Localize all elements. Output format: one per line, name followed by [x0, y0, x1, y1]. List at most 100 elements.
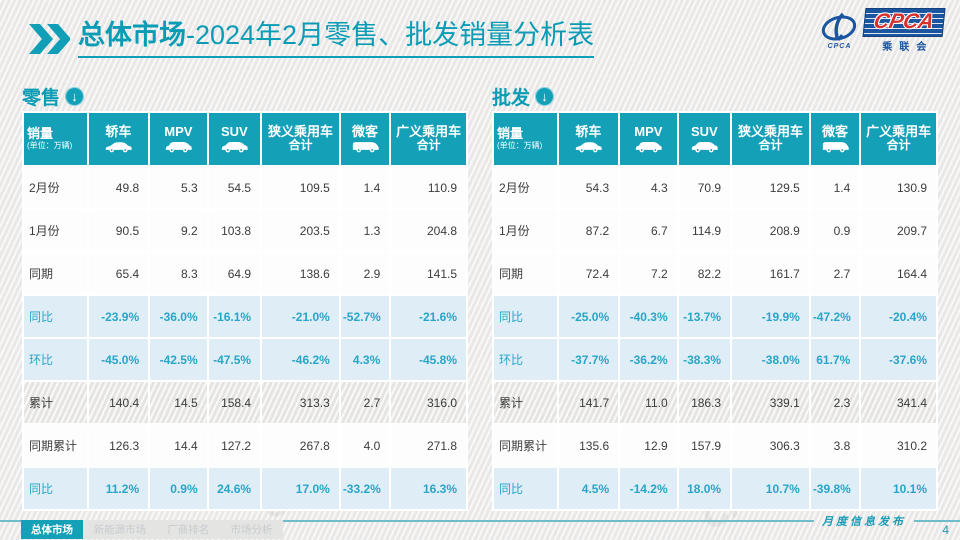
cell-value: 203.5 — [260, 208, 341, 253]
cell-value: 8.3 — [148, 251, 209, 296]
tab-nev-market[interactable]: 新能源市场 — [93, 524, 147, 536]
table-row: 累计 141.7 11.0 186.3 339.1 2.3 341.4 — [492, 380, 938, 425]
table-corner-header: 销量 (单位：万辆) — [22, 111, 89, 167]
cell-value: 2.7 — [338, 380, 392, 425]
double-chevron-icon — [29, 24, 70, 54]
cell-value: -42.5% — [148, 337, 209, 382]
sedan-icon — [560, 140, 618, 153]
download-arrow-icon: ↓ — [535, 86, 555, 106]
row-label: 同比 — [492, 294, 559, 339]
cell-value: 90.5 — [86, 208, 151, 253]
cell-value: 10.7% — [730, 466, 811, 511]
cell-value: 4.3% — [338, 337, 392, 382]
table-row: 2月份 49.8 5.3 54.5 109.5 1.4 110.9 — [22, 165, 468, 210]
cell-value: 1.3 — [338, 208, 392, 253]
row-label: 同期 — [22, 251, 89, 296]
table-row: 同比 11.2% 0.9% 24.6% 17.0% -33.2% 16.3% — [22, 466, 468, 511]
cell-value: 271.8 — [389, 423, 468, 468]
retail-section-label: 零售 — [22, 87, 61, 109]
table-row: 同期 72.4 7.2 82.2 161.7 2.7 164.4 — [492, 251, 938, 296]
cell-value: 204.8 — [389, 208, 468, 253]
cell-value: 87.2 — [556, 208, 621, 253]
wholesale-section: 批发 ↓ 销量 (单位：万辆) 轿车 MPV SUV 狭义乘用车 合计 微客 广义乘用车 合计 2月… — [492, 85, 938, 511]
cell-value: 310.2 — [859, 423, 938, 468]
column-header: MPV — [148, 111, 209, 167]
cell-value: 141.7 — [556, 380, 621, 425]
table-row: 环比 -45.0% -42.5% -47.5% -46.2% 4.3% -45.8% — [22, 337, 468, 382]
tab-oem-ranking[interactable]: 厂商排名 — [167, 524, 210, 536]
cpca-swirl: CPCA — [818, 12, 860, 50]
cell-value: -38.0% — [730, 337, 811, 382]
microvan-icon — [342, 140, 388, 153]
cell-value: 138.6 — [260, 251, 341, 296]
column-header: 微客 — [338, 111, 392, 167]
row-label: 2月份 — [492, 165, 559, 210]
tab-overall-market[interactable]: 总体市场 — [21, 520, 83, 539]
cell-value: 3.8 — [808, 423, 862, 468]
cell-value: 109.5 — [260, 165, 341, 210]
cell-value: 140.4 — [86, 380, 151, 425]
cell-value: 339.1 — [730, 380, 811, 425]
cell-value: 10.1% — [859, 466, 938, 511]
download-arrow-icon: ↓ — [65, 86, 85, 106]
wholesale-section-label: 批发 — [492, 87, 531, 109]
table-row: 同期累计 126.3 14.4 127.2 267.8 4.0 271.8 — [22, 423, 468, 468]
cell-value: -46.2% — [260, 337, 341, 382]
mpv-icon — [621, 140, 676, 153]
column-header: 微客 — [808, 111, 862, 167]
cpca-mark-text: CPCA — [827, 42, 852, 50]
cell-value: -40.3% — [618, 294, 679, 339]
cell-value: -25.0% — [556, 294, 621, 339]
cell-value: 54.3 — [556, 165, 621, 210]
retail-table: 销量 (单位：万辆) 轿车 MPV SUV 狭义乘用车 合计 微客 广义乘用车 合计 2月份 49.8… — [22, 111, 468, 511]
cell-value: 164.4 — [859, 251, 938, 296]
table-corner-header: 销量 (单位：万辆) — [492, 111, 559, 167]
row-label: 2月份 — [22, 165, 89, 210]
cpca-logo-box-wrap: CPCA 乘联会 — [862, 8, 946, 53]
suv-icon — [680, 140, 729, 153]
cell-value: -21.0% — [260, 294, 341, 339]
cell-value: -37.7% — [556, 337, 621, 382]
cell-value: 130.9 — [859, 165, 938, 210]
table-row: 1月份 90.5 9.2 103.8 203.5 1.3 204.8 — [22, 208, 468, 253]
cell-value: 72.4 — [556, 251, 621, 296]
cell-value: -13.7% — [676, 294, 733, 339]
cell-value: -52.7% — [338, 294, 392, 339]
cell-value: -20.4% — [859, 294, 938, 339]
cell-value: 208.9 — [730, 208, 811, 253]
cell-value: -38.3% — [676, 337, 733, 382]
cell-value: 11.0 — [618, 380, 679, 425]
cell-value: 161.7 — [730, 251, 811, 296]
retail-section: 零售 ↓ 销量 (单位：万辆) 轿车 MPV SUV 狭义乘用车 合计 微客 广义乘用车 合计 2月… — [22, 85, 468, 511]
row-label: 环比 — [492, 337, 559, 382]
cell-value: -39.8% — [808, 466, 862, 511]
page-number: 4 — [942, 523, 949, 537]
table-row: 同比 -23.9% -36.0% -16.1% -21.0% -52.7% -21.6% — [22, 294, 468, 339]
cell-value: 9.2 — [148, 208, 209, 253]
cell-value: 267.8 — [260, 423, 341, 468]
row-label: 累计 — [492, 380, 559, 425]
cell-value: 2.7 — [808, 251, 862, 296]
cell-value: 0.9 — [808, 208, 862, 253]
row-label: 同期 — [492, 251, 559, 296]
column-header: 轿车 — [556, 111, 621, 167]
cell-value: 49.8 — [86, 165, 151, 210]
cell-value: 313.3 — [260, 380, 341, 425]
tab-market-analysis[interactable]: 市场分析 — [230, 524, 273, 536]
cell-value: 11.2% — [86, 466, 151, 511]
cell-value: 61.7% — [808, 337, 862, 382]
page-title: 总体市场-2024年2月零售、批发销量分析表 — [78, 20, 595, 59]
suv-icon — [210, 140, 259, 153]
column-header: SUV — [676, 111, 733, 167]
cell-value: 7.2 — [618, 251, 679, 296]
cell-value: 2.3 — [808, 380, 862, 425]
row-label: 同期累计 — [22, 423, 89, 468]
cell-value: 24.6% — [206, 466, 263, 511]
cell-value: 6.7 — [618, 208, 679, 253]
table-row: 同期 65.4 8.3 64.9 138.6 2.9 141.5 — [22, 251, 468, 296]
cell-value: 14.4 — [148, 423, 209, 468]
cell-value: 82.2 — [676, 251, 733, 296]
footer-rule-line — [0, 520, 814, 522]
row-label: 同比 — [22, 294, 89, 339]
